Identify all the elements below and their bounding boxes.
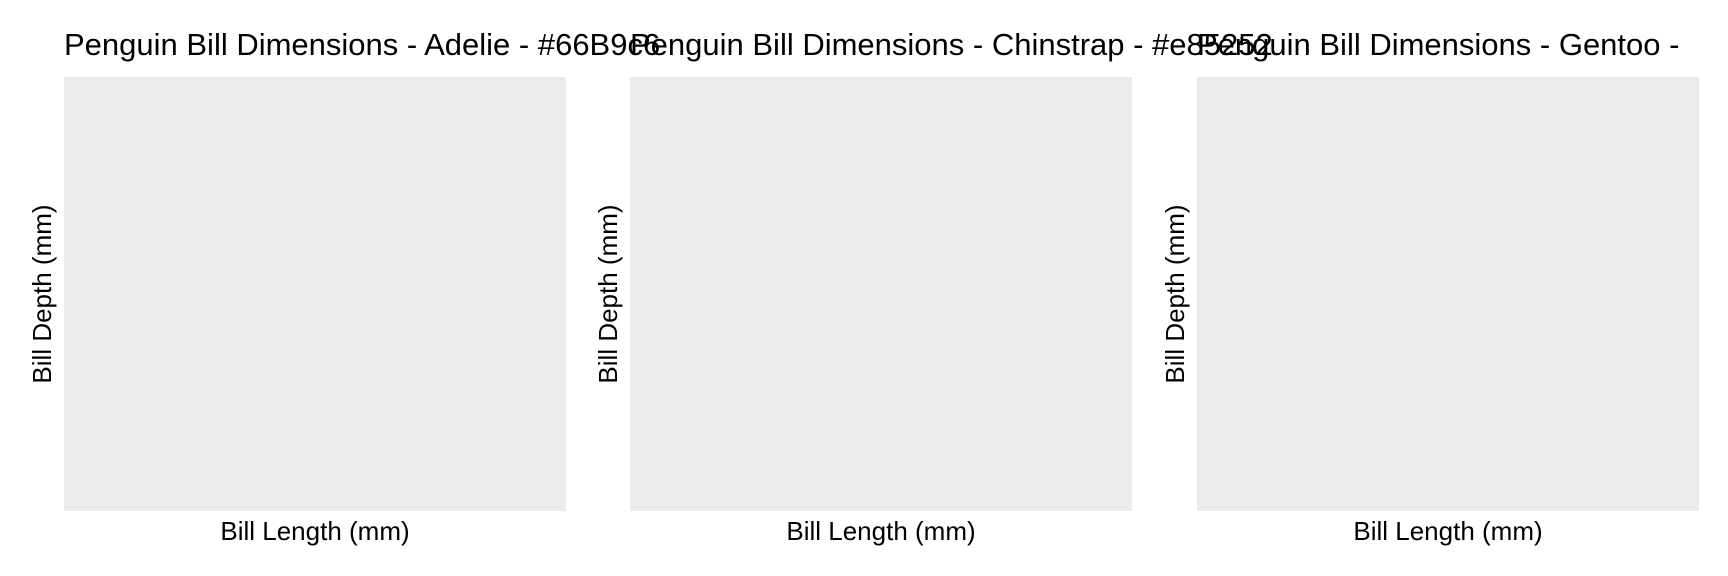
facet-title-adelie: Penguin Bill Dimensions - Adelie - #66B9…	[64, 27, 661, 62]
plot-area-adelie	[64, 77, 566, 511]
plot-area-chinstrap	[630, 77, 1132, 511]
plot-area-gentoo	[1197, 77, 1699, 511]
x-axis-label-chinstrap: Bill Length (mm)	[786, 516, 976, 546]
y-axis-label-gentoo: Bill Depth (mm)	[1160, 204, 1190, 384]
x-axis-label-adelie: Bill Length (mm)	[220, 516, 410, 546]
x-axis-label-gentoo: Bill Length (mm)	[1353, 516, 1543, 546]
facet-title-gentoo: Penguin Bill Dimensions - Gentoo -	[1197, 27, 1680, 62]
facet-title-chinstrap: Penguin Bill Dimensions - Chinstrap - #e…	[630, 27, 1273, 62]
